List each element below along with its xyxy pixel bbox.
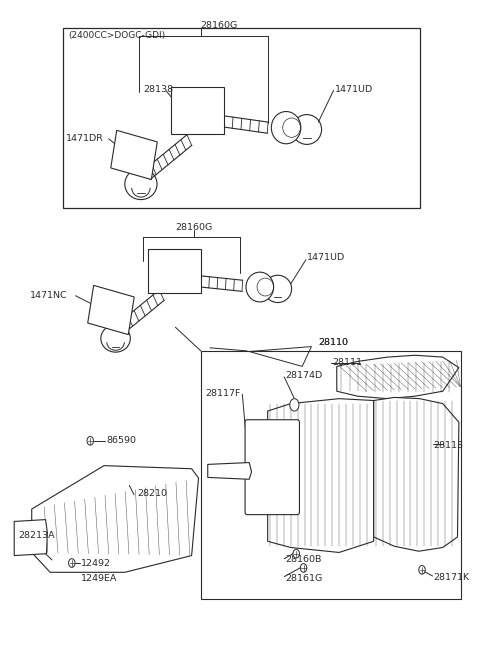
Polygon shape <box>337 355 459 399</box>
Text: 1471DR: 1471DR <box>66 134 104 143</box>
Text: 28110: 28110 <box>318 339 348 348</box>
Polygon shape <box>268 399 373 552</box>
Ellipse shape <box>246 272 274 302</box>
Text: 28174D: 28174D <box>285 371 323 380</box>
Text: 28111: 28111 <box>332 358 362 366</box>
Polygon shape <box>208 463 252 479</box>
Circle shape <box>87 437 94 445</box>
Polygon shape <box>32 466 199 572</box>
Polygon shape <box>171 87 224 134</box>
Text: 28161G: 28161G <box>285 574 323 583</box>
FancyBboxPatch shape <box>245 420 300 515</box>
Text: 28110: 28110 <box>318 339 348 348</box>
Polygon shape <box>249 346 312 366</box>
Text: 1471UD: 1471UD <box>307 253 345 262</box>
Text: 28160B: 28160B <box>285 556 322 565</box>
Polygon shape <box>111 130 157 180</box>
Polygon shape <box>14 519 48 556</box>
Text: 12492: 12492 <box>81 559 111 568</box>
Bar <box>62 28 420 208</box>
Bar <box>201 351 461 599</box>
Text: 1471UD: 1471UD <box>335 85 372 94</box>
Text: 28113: 28113 <box>433 441 464 450</box>
Text: 28210: 28210 <box>138 489 168 498</box>
Text: 28160G: 28160G <box>175 223 213 232</box>
Polygon shape <box>373 397 459 551</box>
Text: 86590: 86590 <box>107 436 136 445</box>
Circle shape <box>300 563 307 572</box>
Text: 28171K: 28171K <box>433 573 469 582</box>
Text: (2400CC>DOGC-GDI): (2400CC>DOGC-GDI) <box>69 32 166 40</box>
Text: 28117F: 28117F <box>205 389 241 397</box>
Text: 28213A: 28213A <box>18 530 55 539</box>
Text: 28138: 28138 <box>143 85 173 94</box>
Text: 28160G: 28160G <box>201 21 238 30</box>
Ellipse shape <box>271 112 301 144</box>
Text: 1249EA: 1249EA <box>81 574 118 583</box>
Text: 1471NC: 1471NC <box>30 291 68 300</box>
Polygon shape <box>88 286 134 335</box>
Circle shape <box>290 399 299 411</box>
Circle shape <box>293 549 300 558</box>
Polygon shape <box>148 249 201 293</box>
Circle shape <box>69 559 75 567</box>
Circle shape <box>419 565 425 574</box>
